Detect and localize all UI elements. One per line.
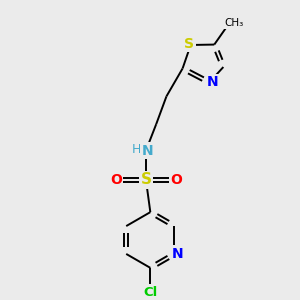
Text: S: S <box>140 172 152 188</box>
Text: N: N <box>142 144 154 158</box>
Text: Cl: Cl <box>143 286 158 299</box>
Text: O: O <box>170 173 182 187</box>
Text: N: N <box>206 75 218 89</box>
Text: O: O <box>110 173 122 187</box>
Text: S: S <box>184 37 194 50</box>
Text: CH₃: CH₃ <box>224 18 244 28</box>
Text: H: H <box>132 142 141 156</box>
Text: N: N <box>172 247 184 261</box>
